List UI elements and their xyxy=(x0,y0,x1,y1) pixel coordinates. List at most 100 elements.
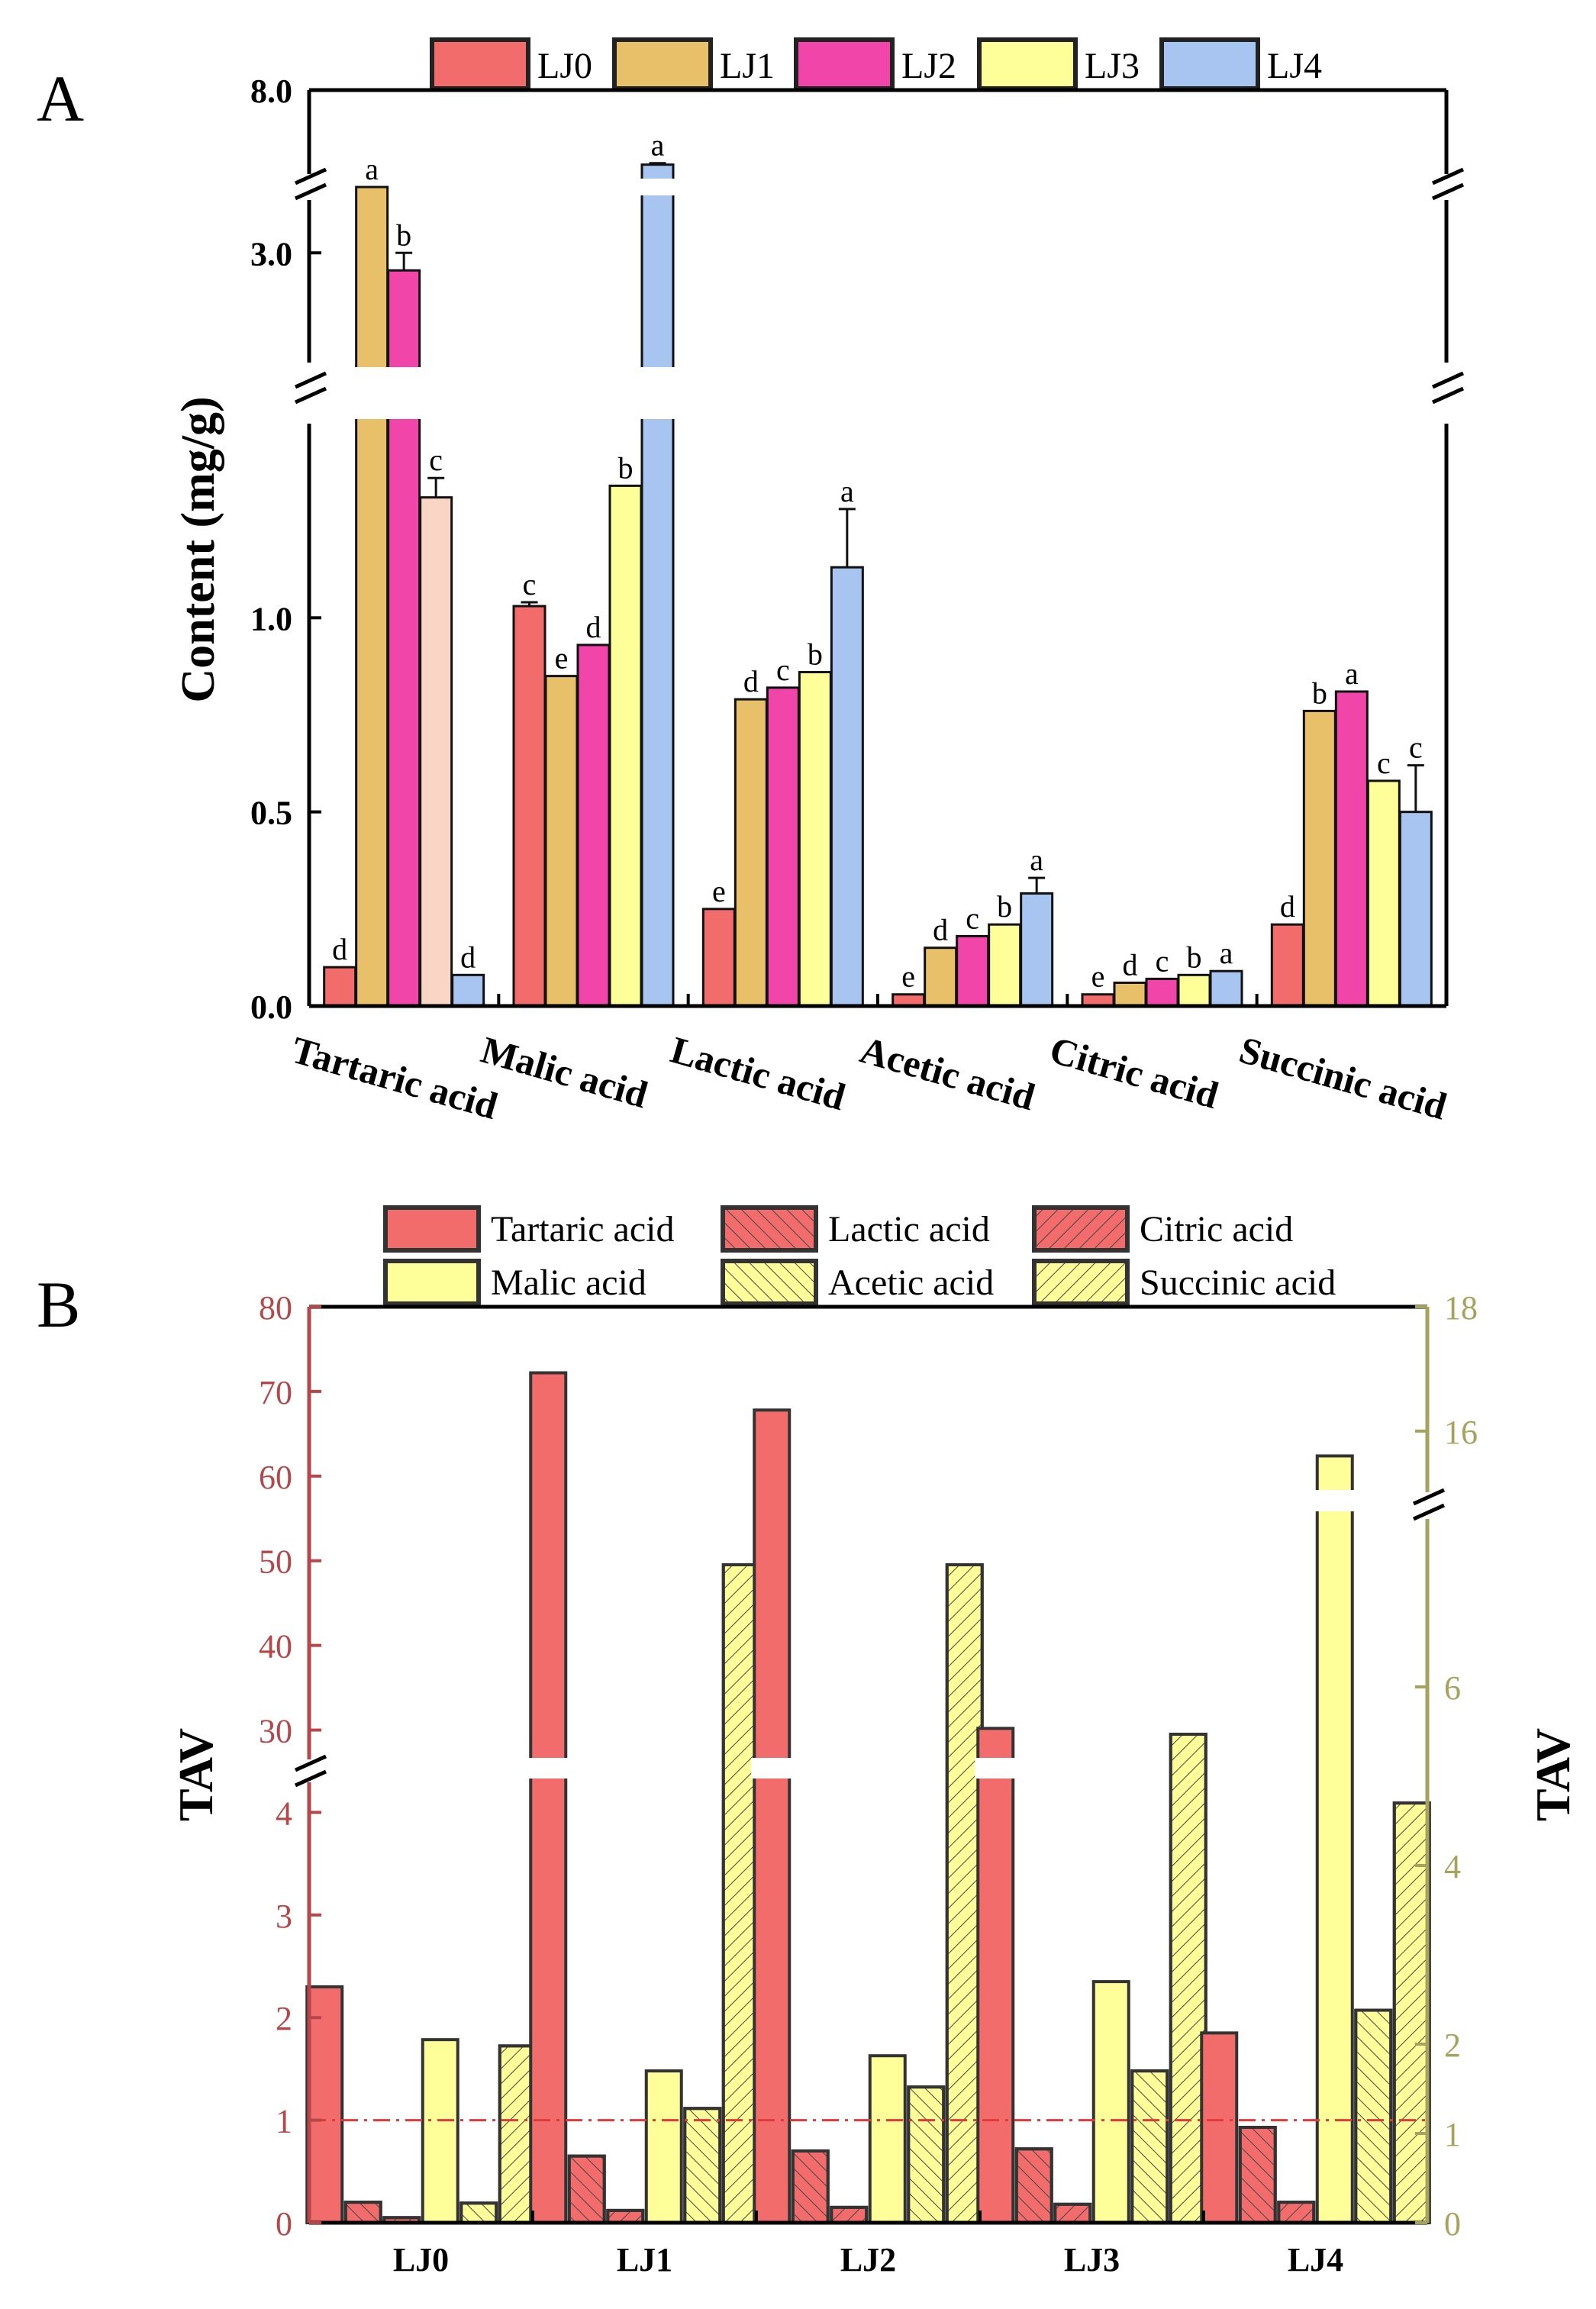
legend-swatch-tartaric-acid xyxy=(383,1205,481,1253)
significance-letter: a xyxy=(1345,656,1359,691)
x-tick-label-succinic-acid: Succinic acid xyxy=(1235,1028,1452,1128)
bar-lj4-tartaric-acid xyxy=(1200,2031,1239,2225)
bar-lj2-tartaric-acid xyxy=(753,1408,792,2224)
significance-letter: c xyxy=(966,901,979,935)
y-tick-label-b-left: 80 xyxy=(259,1289,292,1327)
bar-lactic-acid-lj1 xyxy=(734,698,768,1008)
bar-break-gap xyxy=(975,1758,1017,1779)
bar-break-gap xyxy=(751,1758,793,1779)
significance-letter: b xyxy=(1312,676,1327,710)
y-tick-label-b-right: 16 xyxy=(1444,1414,1478,1451)
bar-break-gap xyxy=(1314,1490,1356,1511)
x-tick-label-lj0: LJ0 xyxy=(393,2241,449,2278)
legend-label-malic-acid: Malic acid xyxy=(491,1263,646,1303)
y-tick-label-b-left: 2 xyxy=(276,2000,292,2037)
bar-lactic-acid-lj4 xyxy=(830,566,864,1008)
significance-letter: d xyxy=(332,932,347,966)
y-tick-label-a: 8.0 xyxy=(250,73,292,110)
y-tick-label-b-left: 60 xyxy=(259,1459,292,1496)
bar-hatch-lj4-acetic-acid xyxy=(1354,2008,1393,2225)
y-tick-label-b-right: 6 xyxy=(1444,1669,1461,1707)
significance-letter: d xyxy=(1123,947,1138,982)
significance-letter: c xyxy=(429,443,443,477)
bar-lj4-malic-acid xyxy=(1315,1454,1354,2224)
bar-tartaric-acid-lj0 xyxy=(323,966,357,1008)
legend-label-acetic-acid: Acetic acid xyxy=(828,1263,994,1303)
bar-citric-acid-lj3 xyxy=(1177,973,1211,1008)
significance-letter: a xyxy=(1030,843,1043,877)
axis-break-mark xyxy=(294,167,327,201)
y-tick-label-b-left: 30 xyxy=(259,1713,292,1750)
bar-lactic-acid-lj0 xyxy=(701,908,736,1008)
legend-label-succinic-acid: Succinic acid xyxy=(1140,1263,1336,1303)
y-tick-label-a: 0.5 xyxy=(250,795,292,832)
legend-label-lj1: LJ1 xyxy=(720,46,775,86)
legend-b: Tartaric acid Lactic acid Citric acid Malic… xyxy=(383,1205,1336,1306)
bar-lactic-acid-lj3 xyxy=(798,671,832,1008)
legend-label-lactic-acid: Lactic acid xyxy=(828,1209,990,1250)
bar-break-gap xyxy=(640,179,675,195)
legend-swatch-hatch-citric-acid xyxy=(1032,1205,1130,1253)
significance-letter: e xyxy=(1091,959,1105,994)
bar-citric-acid-lj1 xyxy=(1113,981,1147,1008)
legend-label-tartaric-acid: Tartaric acid xyxy=(491,1209,674,1250)
bar-hatch-lj1-acetic-acid xyxy=(683,2107,722,2224)
axis-break-mark xyxy=(1431,167,1465,201)
bar-malic-acid-lj2 xyxy=(576,643,611,1008)
significance-letter: b xyxy=(396,218,411,252)
bar-hatch-lj2-acetic-acid xyxy=(907,2085,946,2224)
bar-malic-acid-lj3 xyxy=(608,484,643,1008)
bar-lj1-malic-acid xyxy=(644,2069,683,2225)
y-axis-label-b-right: TAV xyxy=(1526,1728,1580,1821)
significance-letter: c xyxy=(776,653,790,687)
significance-letter: a xyxy=(365,152,379,186)
bar-acetic-acid-lj3 xyxy=(988,923,1022,1008)
bar-succinic-acid-lj3 xyxy=(1366,779,1401,1008)
legend-swatch-lj1 xyxy=(612,37,713,91)
legend-swatch-hatch-acetic-acid xyxy=(721,1259,818,1306)
bar-hatch-lj1-succinic-acid xyxy=(721,1563,760,2224)
bar-hatch-lj0-lactic-acid xyxy=(343,2201,382,2225)
x-tick-label-lj3: LJ3 xyxy=(1064,2241,1120,2278)
bar-hatch-lj2-succinic-acid xyxy=(945,1563,984,2224)
y-tick-label-b-left: 70 xyxy=(259,1374,292,1411)
bar-break-gap xyxy=(385,367,422,419)
bar-tartaric-acid-lj1 xyxy=(355,185,389,1008)
significance-letter: c xyxy=(1377,746,1391,780)
legend-a: LJ0 LJ1 LJ2 LJ3 LJ4 xyxy=(430,37,1322,91)
bar-lj3-malic-acid xyxy=(1091,1980,1130,2225)
bar-lj0-malic-acid xyxy=(421,2038,459,2224)
y-tick-label-a: 1.0 xyxy=(250,600,292,637)
legend-label-citric-acid: Citric acid xyxy=(1140,1209,1293,1250)
bar-succinic-acid-lj0 xyxy=(1270,923,1304,1008)
bar-hatch-lj3-lactic-acid xyxy=(1014,2147,1053,2224)
bar-break-gap xyxy=(353,367,390,419)
y-tick-label-b-right: 0 xyxy=(1444,2205,1461,2243)
bar-malic-acid-lj4 xyxy=(640,163,675,1008)
legend-label-lj4: LJ4 xyxy=(1267,46,1322,86)
bar-lj1-tartaric-acid xyxy=(529,1371,568,2224)
y-axis-label-a: Content (mg/g) xyxy=(172,396,224,702)
axes-frame-a: 0.0 0.5 1.0 3.0 8.0 xyxy=(250,73,1465,1026)
panel-b-label: B xyxy=(37,1268,80,1341)
significance-letter: b xyxy=(997,889,1012,924)
y-tick-label-b-left: 50 xyxy=(259,1543,292,1581)
bar-break-gap xyxy=(527,1758,569,1779)
bar-lj3-tartaric-acid xyxy=(976,1727,1015,2225)
significance-letter: b xyxy=(618,450,634,485)
bar-acetic-acid-lj4 xyxy=(1020,892,1054,1008)
y-tick-label-b-left: 1 xyxy=(276,2103,292,2140)
y-tick-label-b-right: 1 xyxy=(1444,2116,1461,2153)
legend-swatch-lj0 xyxy=(430,37,530,91)
x-tick-label-lj1: LJ1 xyxy=(617,2241,672,2278)
bar-acetic-acid-lj1 xyxy=(924,946,958,1008)
bar-acetic-acid-lj2 xyxy=(956,934,990,1008)
bar-break-gap xyxy=(640,367,675,419)
significance-letter: a xyxy=(840,474,854,508)
significance-letter: e xyxy=(555,641,569,676)
x-tick-label-acetic-acid: Acetic acid xyxy=(856,1028,1040,1119)
bar-citric-acid-lj2 xyxy=(1145,977,1179,1008)
